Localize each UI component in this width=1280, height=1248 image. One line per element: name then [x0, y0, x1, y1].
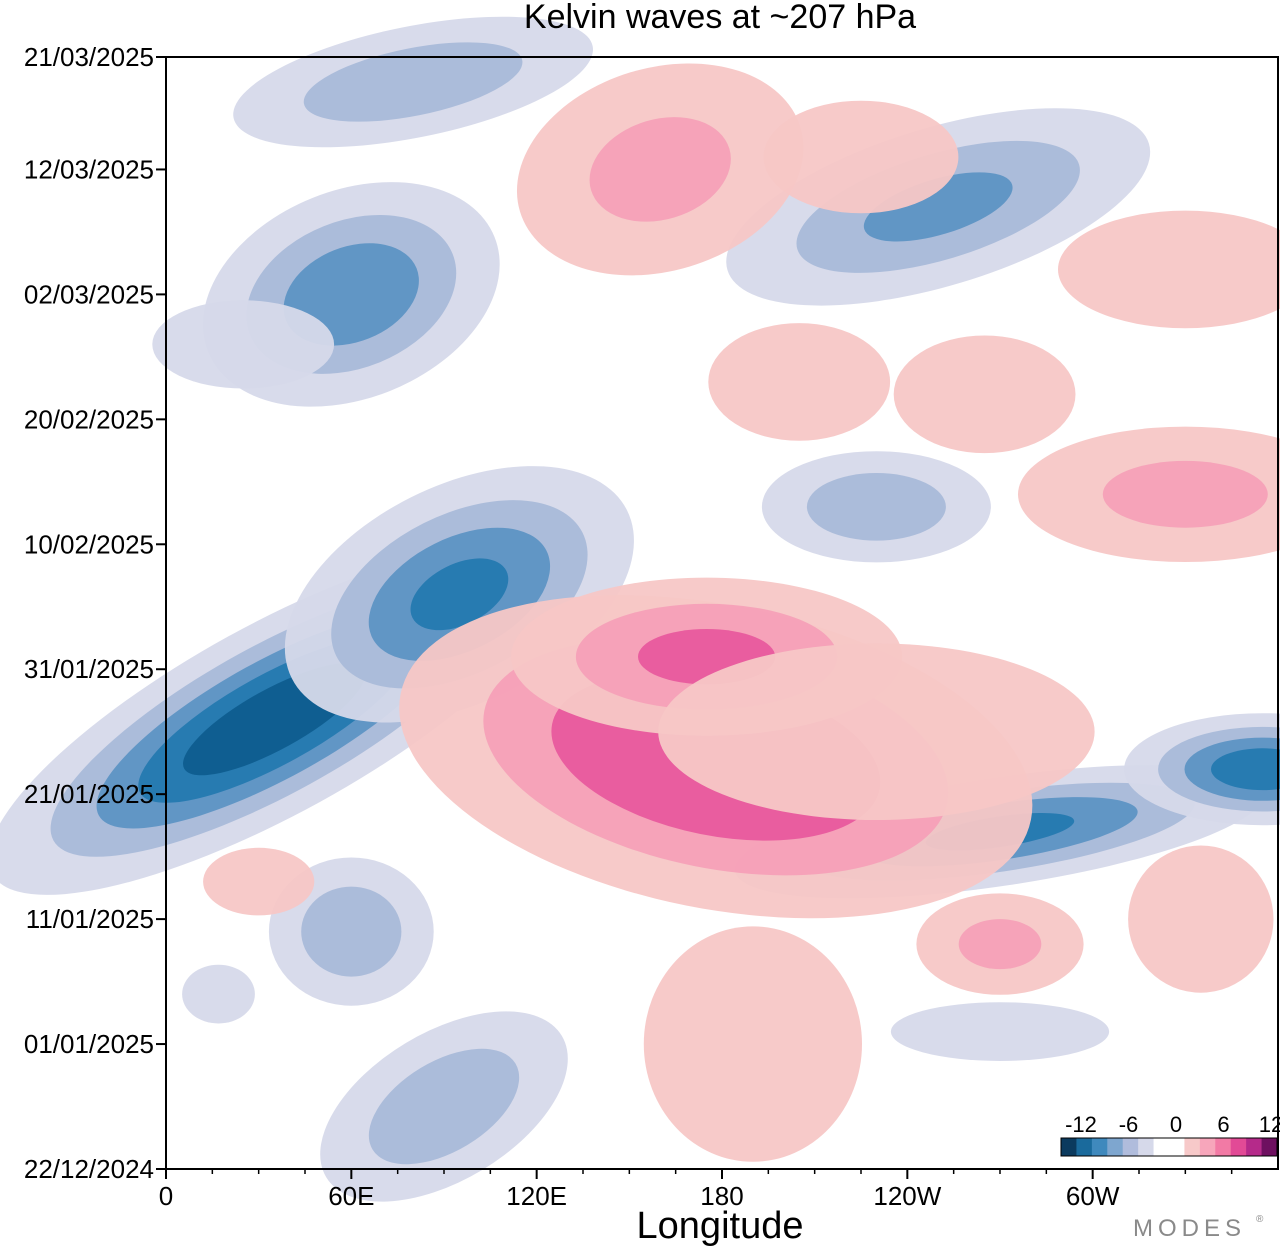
x-tick-label: 180 — [700, 1181, 743, 1211]
colorbar-label: 12 — [1259, 1112, 1280, 1137]
x-tick-label: 0 — [159, 1181, 173, 1211]
y-tick-label: 02/03/2025 — [24, 279, 154, 309]
colorbar-swatch — [1215, 1138, 1232, 1156]
contour-band — [301, 886, 402, 977]
colorbar-label: 6 — [1217, 1112, 1229, 1137]
contour-band — [1102, 460, 1268, 528]
colorbar-swatch — [1107, 1138, 1124, 1156]
colorbar-swatch — [1153, 1138, 1170, 1156]
x-tick-label: 120W — [873, 1181, 941, 1211]
y-axis: 22/12/2024 01/01/2025 11/01/2025 21/01/2025… — [24, 42, 166, 1184]
contour-band — [1058, 210, 1280, 329]
modes-watermark: MODES — [1133, 1215, 1246, 1242]
x-tick-label: 60E — [328, 1181, 374, 1211]
colorbar: -12 -6 0 6 12 — [1060, 1112, 1280, 1157]
y-tick-label: 21/01/2025 — [24, 779, 154, 809]
contour-band — [589, 117, 731, 222]
contour-band — [643, 926, 863, 1162]
colorbar-label: -12 — [1065, 1112, 1097, 1137]
colorbar-swatch — [1076, 1138, 1093, 1156]
colorbar-swatch — [1122, 1138, 1139, 1156]
contour-band — [890, 1002, 1110, 1061]
colorbar-swatch — [1184, 1138, 1201, 1156]
contour-band — [410, 558, 509, 631]
y-tick-label: 20/02/2025 — [24, 404, 154, 434]
contour-band — [1128, 845, 1274, 993]
x-tick-label: 120E — [506, 1181, 567, 1211]
contour-band — [203, 847, 315, 916]
y-tick-label: 01/01/2025 — [24, 1029, 154, 1059]
colorbar-swatch — [1091, 1138, 1108, 1156]
x-axis-title: Longitude — [637, 1205, 804, 1247]
colorbar-swatch — [1261, 1138, 1278, 1156]
colorbar-swatch — [1061, 1138, 1077, 1156]
contour-band — [763, 100, 959, 214]
contour-band — [708, 323, 891, 441]
y-tick-label: 11/01/2025 — [26, 904, 154, 934]
colorbar-swatch — [1169, 1138, 1185, 1156]
x-axis: 0 60E 120E 180 120W 60W — [159, 1169, 1233, 1211]
contour-band — [1211, 748, 1280, 791]
chart-title: Kelvin waves at ~207 hPa — [524, 0, 916, 36]
colorbar-label: -6 — [1119, 1112, 1139, 1137]
colorbar-frame — [1060, 1137, 1278, 1157]
contour-band — [893, 335, 1076, 454]
colorbar-label: 0 — [1170, 1112, 1182, 1137]
colorbar-swatch — [1138, 1138, 1154, 1156]
y-tick-label: 10/02/2025 — [24, 529, 154, 559]
contour-band — [182, 964, 255, 1024]
y-tick-label: 21/03/2025 — [24, 42, 154, 72]
contour-band — [863, 172, 1013, 242]
contour-band — [958, 919, 1042, 970]
colorbar-swatch — [1199, 1138, 1216, 1156]
colorbar-swatch — [1246, 1138, 1262, 1156]
y-tick-label: 12/03/2025 — [24, 154, 154, 184]
y-tick-label: 22/12/2024 — [24, 1154, 154, 1184]
contour-band — [303, 42, 523, 122]
registered-mark-icon: ® — [1256, 1214, 1264, 1225]
contour-band — [152, 300, 335, 389]
contour-band — [658, 643, 1095, 820]
x-tick-label: 60W — [1066, 1181, 1120, 1211]
colorbar-swatch — [1230, 1138, 1247, 1156]
contour-band — [368, 1048, 520, 1165]
contour-band — [806, 473, 946, 541]
y-tick-label: 31/01/2025 — [24, 654, 154, 684]
